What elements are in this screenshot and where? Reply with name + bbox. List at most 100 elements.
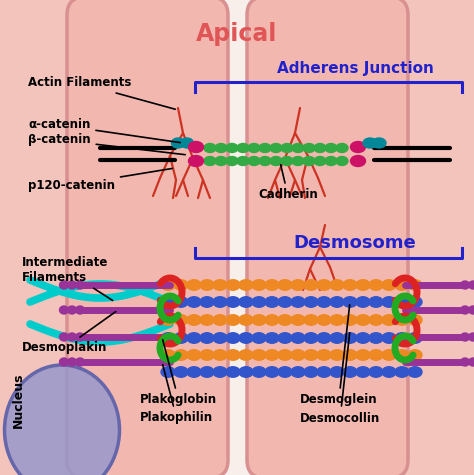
Ellipse shape — [395, 367, 409, 377]
Ellipse shape — [408, 297, 422, 307]
Ellipse shape — [278, 315, 292, 325]
Ellipse shape — [317, 315, 331, 325]
Ellipse shape — [343, 297, 357, 307]
Ellipse shape — [226, 367, 240, 377]
Ellipse shape — [336, 156, 348, 165]
Ellipse shape — [330, 367, 344, 377]
Ellipse shape — [314, 156, 326, 165]
Ellipse shape — [259, 156, 271, 165]
Ellipse shape — [60, 358, 69, 366]
Ellipse shape — [200, 333, 214, 343]
Ellipse shape — [395, 333, 409, 343]
Ellipse shape — [330, 333, 344, 343]
Ellipse shape — [317, 333, 331, 343]
Text: Apical: Apical — [196, 22, 278, 46]
Ellipse shape — [461, 281, 470, 289]
Ellipse shape — [174, 280, 188, 290]
Ellipse shape — [161, 297, 175, 307]
Ellipse shape — [317, 297, 331, 307]
Ellipse shape — [161, 333, 175, 343]
Ellipse shape — [252, 315, 266, 325]
Ellipse shape — [226, 280, 240, 290]
Ellipse shape — [408, 315, 422, 325]
Ellipse shape — [356, 367, 370, 377]
Ellipse shape — [213, 280, 227, 290]
Text: Plakoglobin: Plakoglobin — [140, 340, 217, 407]
Ellipse shape — [343, 367, 357, 377]
Ellipse shape — [343, 333, 357, 343]
Ellipse shape — [213, 350, 227, 360]
Ellipse shape — [270, 156, 282, 165]
Ellipse shape — [174, 333, 188, 343]
Text: Adherens Junction: Adherens Junction — [276, 60, 433, 76]
Ellipse shape — [314, 143, 326, 152]
Ellipse shape — [265, 350, 279, 360]
Ellipse shape — [204, 156, 216, 165]
Text: p120-catenin: p120-catenin — [28, 169, 172, 191]
Ellipse shape — [291, 333, 305, 343]
Ellipse shape — [248, 156, 260, 165]
Ellipse shape — [67, 306, 76, 314]
Ellipse shape — [408, 280, 422, 290]
Ellipse shape — [369, 350, 383, 360]
Ellipse shape — [369, 333, 383, 343]
Text: Desmocollin: Desmocollin — [300, 333, 380, 425]
Ellipse shape — [369, 297, 383, 307]
Ellipse shape — [215, 156, 227, 165]
Ellipse shape — [356, 297, 370, 307]
Ellipse shape — [265, 367, 279, 377]
Ellipse shape — [304, 367, 318, 377]
Ellipse shape — [200, 315, 214, 325]
Ellipse shape — [75, 281, 84, 289]
Ellipse shape — [174, 297, 188, 307]
Ellipse shape — [281, 143, 293, 152]
Ellipse shape — [343, 315, 357, 325]
Ellipse shape — [259, 143, 271, 152]
Ellipse shape — [330, 350, 344, 360]
Ellipse shape — [461, 358, 470, 366]
Ellipse shape — [369, 367, 383, 377]
Ellipse shape — [408, 367, 422, 377]
Ellipse shape — [226, 315, 240, 325]
Ellipse shape — [317, 367, 331, 377]
Ellipse shape — [252, 367, 266, 377]
Ellipse shape — [304, 315, 318, 325]
Ellipse shape — [187, 350, 201, 360]
Ellipse shape — [174, 315, 188, 325]
Ellipse shape — [291, 315, 305, 325]
Ellipse shape — [461, 306, 470, 314]
Ellipse shape — [356, 350, 370, 360]
Ellipse shape — [213, 315, 227, 325]
FancyBboxPatch shape — [247, 0, 408, 475]
Ellipse shape — [265, 333, 279, 343]
Ellipse shape — [350, 142, 365, 152]
Ellipse shape — [382, 350, 396, 360]
Text: Desmoglein: Desmoglein — [300, 305, 378, 407]
Ellipse shape — [292, 156, 304, 165]
Text: Actin Filaments: Actin Filaments — [28, 76, 175, 109]
Ellipse shape — [270, 143, 282, 152]
Ellipse shape — [382, 333, 396, 343]
FancyBboxPatch shape — [67, 0, 228, 475]
Ellipse shape — [291, 280, 305, 290]
Ellipse shape — [304, 280, 318, 290]
Ellipse shape — [75, 358, 84, 366]
Ellipse shape — [252, 297, 266, 307]
Ellipse shape — [204, 143, 216, 152]
Ellipse shape — [174, 367, 188, 377]
Ellipse shape — [468, 306, 474, 314]
Ellipse shape — [336, 143, 348, 152]
Ellipse shape — [239, 280, 253, 290]
Ellipse shape — [265, 315, 279, 325]
Ellipse shape — [239, 350, 253, 360]
Ellipse shape — [356, 315, 370, 325]
Ellipse shape — [60, 281, 69, 289]
Ellipse shape — [239, 297, 253, 307]
Text: Intermediate
Filaments: Intermediate Filaments — [22, 256, 113, 301]
Ellipse shape — [172, 138, 184, 148]
Ellipse shape — [350, 155, 365, 167]
Ellipse shape — [304, 297, 318, 307]
Ellipse shape — [363, 138, 377, 148]
Ellipse shape — [187, 297, 201, 307]
Ellipse shape — [325, 156, 337, 165]
